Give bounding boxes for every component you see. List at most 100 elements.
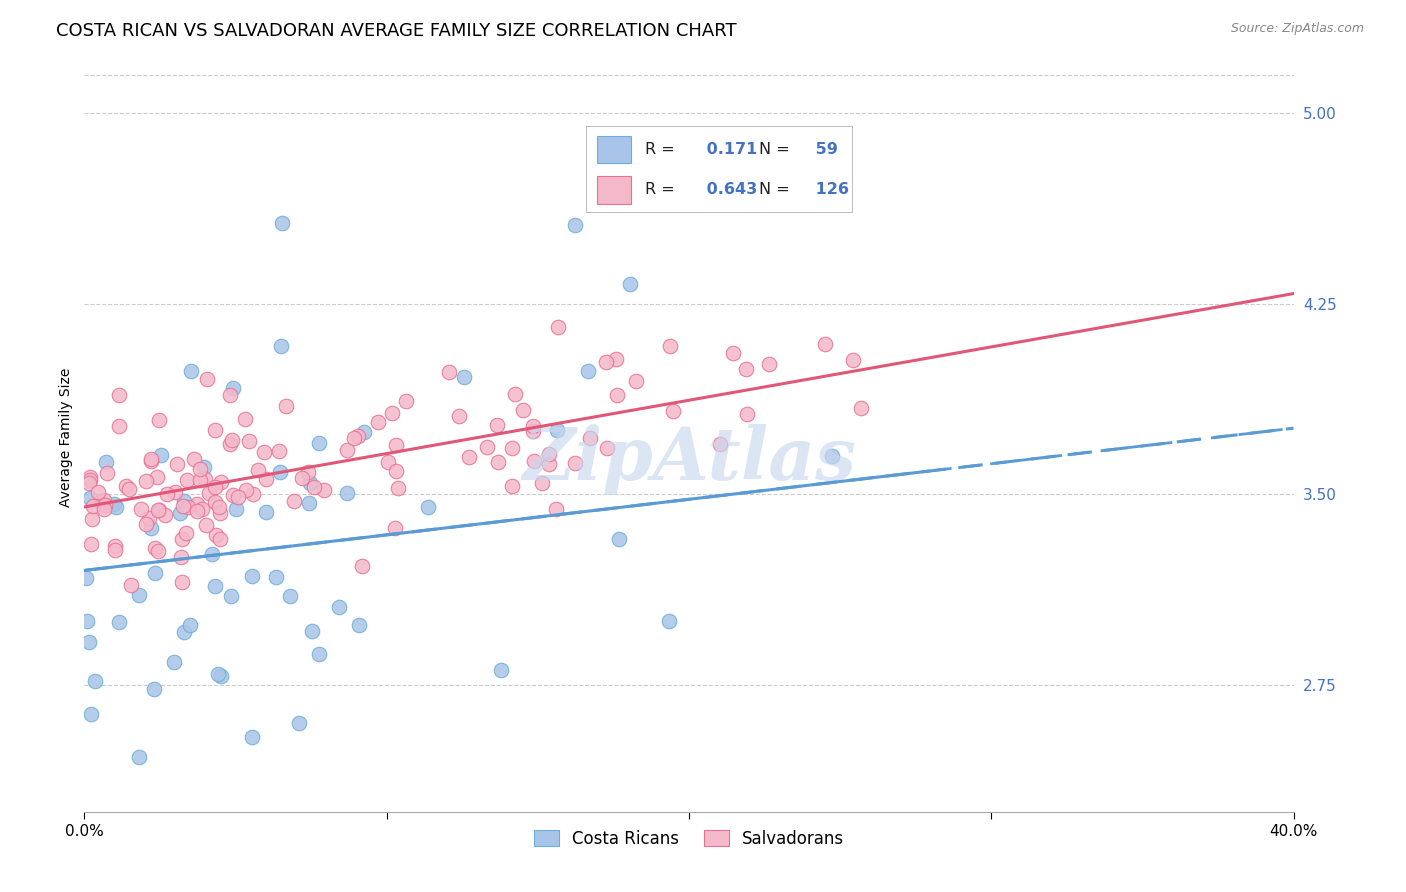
Point <box>148 502 170 516</box>
Point <box>208 500 231 515</box>
Point <box>79 470 101 484</box>
Point <box>564 218 586 232</box>
Point <box>194 518 217 533</box>
Point <box>75 571 97 585</box>
Point <box>336 442 359 457</box>
Point <box>173 625 195 640</box>
Point <box>79 473 101 487</box>
Point <box>814 337 837 351</box>
Point <box>172 500 194 514</box>
Point <box>128 588 150 602</box>
Point <box>190 501 212 516</box>
Text: COSTA RICAN VS SALVADORAN AVERAGE FAMILY SIZE CORRELATION CHART: COSTA RICAN VS SALVADORAN AVERAGE FAMILY… <box>56 22 737 40</box>
Point <box>302 481 325 495</box>
Point <box>254 472 277 486</box>
Point <box>387 481 409 495</box>
Point <box>353 425 375 439</box>
Point <box>146 543 169 558</box>
Point <box>104 542 127 557</box>
Point <box>222 381 245 395</box>
Point <box>129 502 152 516</box>
Point <box>537 458 560 472</box>
Point <box>93 501 115 516</box>
Point <box>235 483 257 497</box>
Point <box>240 569 263 583</box>
Point <box>186 497 208 511</box>
Point <box>82 511 104 525</box>
Point <box>522 419 544 434</box>
Point <box>619 277 641 291</box>
Point <box>120 578 142 592</box>
Point <box>94 498 117 512</box>
Point <box>522 425 544 439</box>
Point <box>486 455 509 469</box>
Point <box>146 470 169 484</box>
Point <box>142 681 165 696</box>
Point <box>439 365 461 379</box>
Point <box>283 494 305 508</box>
Point <box>299 476 322 491</box>
Y-axis label: Average Family Size: Average Family Size <box>59 368 73 507</box>
Legend: Costa Ricans, Salvadorans: Costa Ricans, Salvadorans <box>526 822 852 855</box>
Point <box>737 407 759 421</box>
Point <box>523 454 546 468</box>
Point <box>537 447 560 461</box>
Point <box>169 506 191 520</box>
Point <box>204 495 226 509</box>
Point <box>291 471 314 485</box>
Point <box>141 521 163 535</box>
Point <box>107 419 129 434</box>
Point <box>377 455 399 469</box>
Point <box>221 434 243 448</box>
Point <box>233 412 256 426</box>
Point <box>271 216 294 230</box>
Point <box>173 494 195 508</box>
Point <box>849 401 872 416</box>
Point <box>208 506 231 520</box>
Point <box>596 442 619 456</box>
Point <box>93 493 115 508</box>
Point <box>658 339 681 353</box>
Point <box>204 528 226 542</box>
Point <box>170 549 193 564</box>
Point <box>146 503 169 517</box>
Point <box>297 465 319 479</box>
Point <box>186 504 208 518</box>
Point <box>270 339 292 353</box>
Point <box>170 532 193 546</box>
Point <box>269 465 291 479</box>
Point <box>288 716 311 731</box>
Point <box>821 449 844 463</box>
Point <box>195 372 218 386</box>
Point <box>385 438 408 452</box>
Point <box>188 461 211 475</box>
Point <box>103 496 125 510</box>
Point <box>350 558 373 573</box>
Point <box>156 487 179 501</box>
Point <box>544 501 567 516</box>
Point <box>758 357 780 371</box>
Point <box>385 464 408 478</box>
Point <box>226 490 249 504</box>
Point <box>194 472 217 486</box>
Point <box>308 647 330 661</box>
Point <box>842 353 865 368</box>
Point <box>308 435 330 450</box>
Point <box>139 454 162 468</box>
Point <box>512 403 534 417</box>
Point <box>201 547 224 561</box>
Point <box>84 673 107 688</box>
Text: ZipAtlas: ZipAtlas <box>522 424 856 495</box>
Point <box>547 320 569 334</box>
Point <box>624 375 647 389</box>
Point <box>108 615 131 630</box>
Point <box>449 409 471 423</box>
Point <box>188 474 211 488</box>
Point <box>579 431 602 445</box>
Point <box>82 499 104 513</box>
Point <box>595 354 617 368</box>
Point <box>204 423 226 437</box>
Point <box>489 663 512 677</box>
Point <box>453 370 475 384</box>
Point <box>96 455 118 469</box>
